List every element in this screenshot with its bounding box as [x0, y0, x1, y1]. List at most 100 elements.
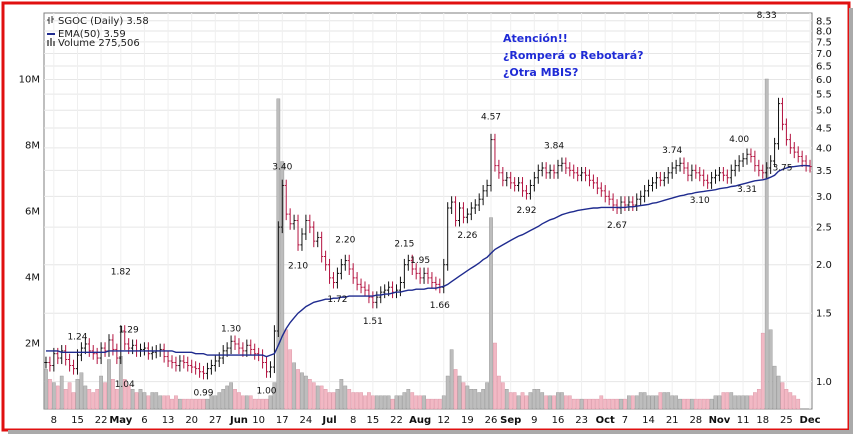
ema50-line [46, 164, 811, 358]
volume-bar [768, 329, 773, 410]
ohlc-bar [162, 343, 166, 363]
ohlc-bar [725, 169, 729, 184]
ohlc-bar [528, 179, 532, 200]
ohlc-bar [465, 208, 469, 224]
ohlc-bar [355, 272, 359, 291]
ohlc-bar [658, 171, 662, 187]
volume-bar [705, 398, 710, 410]
ohlc-bar [119, 325, 123, 365]
volume-bar [146, 395, 151, 410]
volume-bar [634, 395, 639, 410]
price-annotation: 0.99 [193, 388, 213, 398]
price-tick-label: 6.5 [816, 61, 832, 72]
time-tick-label: Jul [321, 415, 336, 426]
time-tick-label: 25 [780, 415, 793, 426]
ohlc-bar [331, 272, 336, 289]
price-annotation: 1.00 [256, 387, 276, 397]
ohlc-bar [375, 291, 379, 309]
volume-bar [650, 395, 655, 410]
note-line-1: Atención!! [503, 32, 568, 45]
volume-bar [465, 385, 470, 410]
ohlc-bar [497, 159, 501, 179]
ohlc-bar [568, 162, 572, 177]
ohlc-bar [737, 155, 741, 172]
volume-tick-label: 6M [25, 207, 40, 218]
ohlc-bar [201, 365, 206, 380]
volume-bar [729, 392, 734, 410]
volume-bar [311, 382, 316, 410]
volume-bar [453, 369, 458, 410]
ohlc-bar [52, 347, 56, 372]
volume-bar [134, 392, 139, 410]
ohlc-bar [682, 157, 686, 174]
volume-bar [233, 389, 237, 410]
ohlc-bar [706, 174, 710, 189]
volume-bar [697, 398, 702, 410]
ohlc-bar [308, 214, 312, 234]
volume-bar [304, 375, 308, 410]
time-tick-label: 24 [300, 415, 313, 426]
ohlc-bar [473, 199, 477, 214]
time-tick-label: 8 [350, 415, 356, 426]
price-tick-label: 7.5 [816, 37, 832, 48]
volume-bar [745, 395, 749, 410]
ohlc-bar [505, 171, 509, 187]
time-tick-label: Oct [596, 415, 615, 426]
volume-bar [410, 392, 415, 410]
volume-bar [512, 392, 517, 410]
volume-bar [619, 398, 623, 410]
ohlc-bar [75, 349, 80, 375]
volume-legend: Volume 275,506 [58, 38, 140, 49]
ohlc-bar [64, 345, 68, 366]
volume-bar [55, 385, 60, 410]
ohlc-bar [599, 182, 603, 197]
volume-bar [500, 382, 505, 410]
volume-bar [437, 398, 442, 410]
ohlc-bar [312, 221, 316, 248]
ohlc-bar [249, 339, 253, 356]
ohlc-bar [729, 164, 733, 184]
ohlc-bar [749, 148, 753, 163]
volume-bar [331, 392, 336, 410]
volume-bar [268, 395, 273, 410]
volume-bar [516, 395, 521, 410]
ohlc-bar [792, 142, 796, 159]
volume-bar [611, 398, 615, 410]
time-tick-label: 21 [666, 415, 679, 426]
volume-bar [142, 392, 147, 410]
ohlc-bar [493, 133, 497, 172]
ohlc-bar [595, 177, 599, 195]
time-tick-label: 23 [575, 415, 588, 426]
time-tick-label: May [109, 415, 132, 426]
volume-bar [749, 395, 753, 410]
time-tick-label: 10 [252, 415, 265, 426]
volume-bar [241, 395, 245, 410]
volume-bar [721, 392, 726, 410]
volume-bar [260, 398, 265, 410]
time-tick-label: 12 [437, 415, 450, 426]
volume-bar [520, 392, 525, 410]
ohlc-bar [284, 179, 288, 221]
volume-bar [59, 375, 64, 410]
ohlc-bar [367, 284, 371, 304]
ohlc-bar [489, 133, 493, 192]
time-tick-label: Nov [709, 415, 731, 426]
volume-bar [170, 398, 174, 410]
ohlc-bar [430, 272, 434, 289]
ohlc-bar [131, 339, 135, 355]
ohlc-bar [205, 362, 210, 380]
volume-bar [181, 398, 186, 410]
volume-bar [686, 398, 690, 410]
ohlc-bar [674, 159, 678, 174]
ohlc-bar [709, 171, 714, 189]
note-line-2: ¿Romperá o Rebotará? [503, 49, 644, 62]
volume-bar [99, 375, 103, 410]
volume-tick-label: 10M [19, 75, 40, 86]
volume-bar [788, 392, 793, 410]
legend: SGOC (Daily) 3.58 EMA(50) 3.59 Volume 27… [47, 16, 149, 49]
price-tick-label: 8.0 [816, 26, 832, 37]
price-tick-label: 6.0 [816, 75, 832, 86]
price-annotation: 1.24 [67, 332, 87, 342]
ohlc-bar [587, 169, 592, 187]
